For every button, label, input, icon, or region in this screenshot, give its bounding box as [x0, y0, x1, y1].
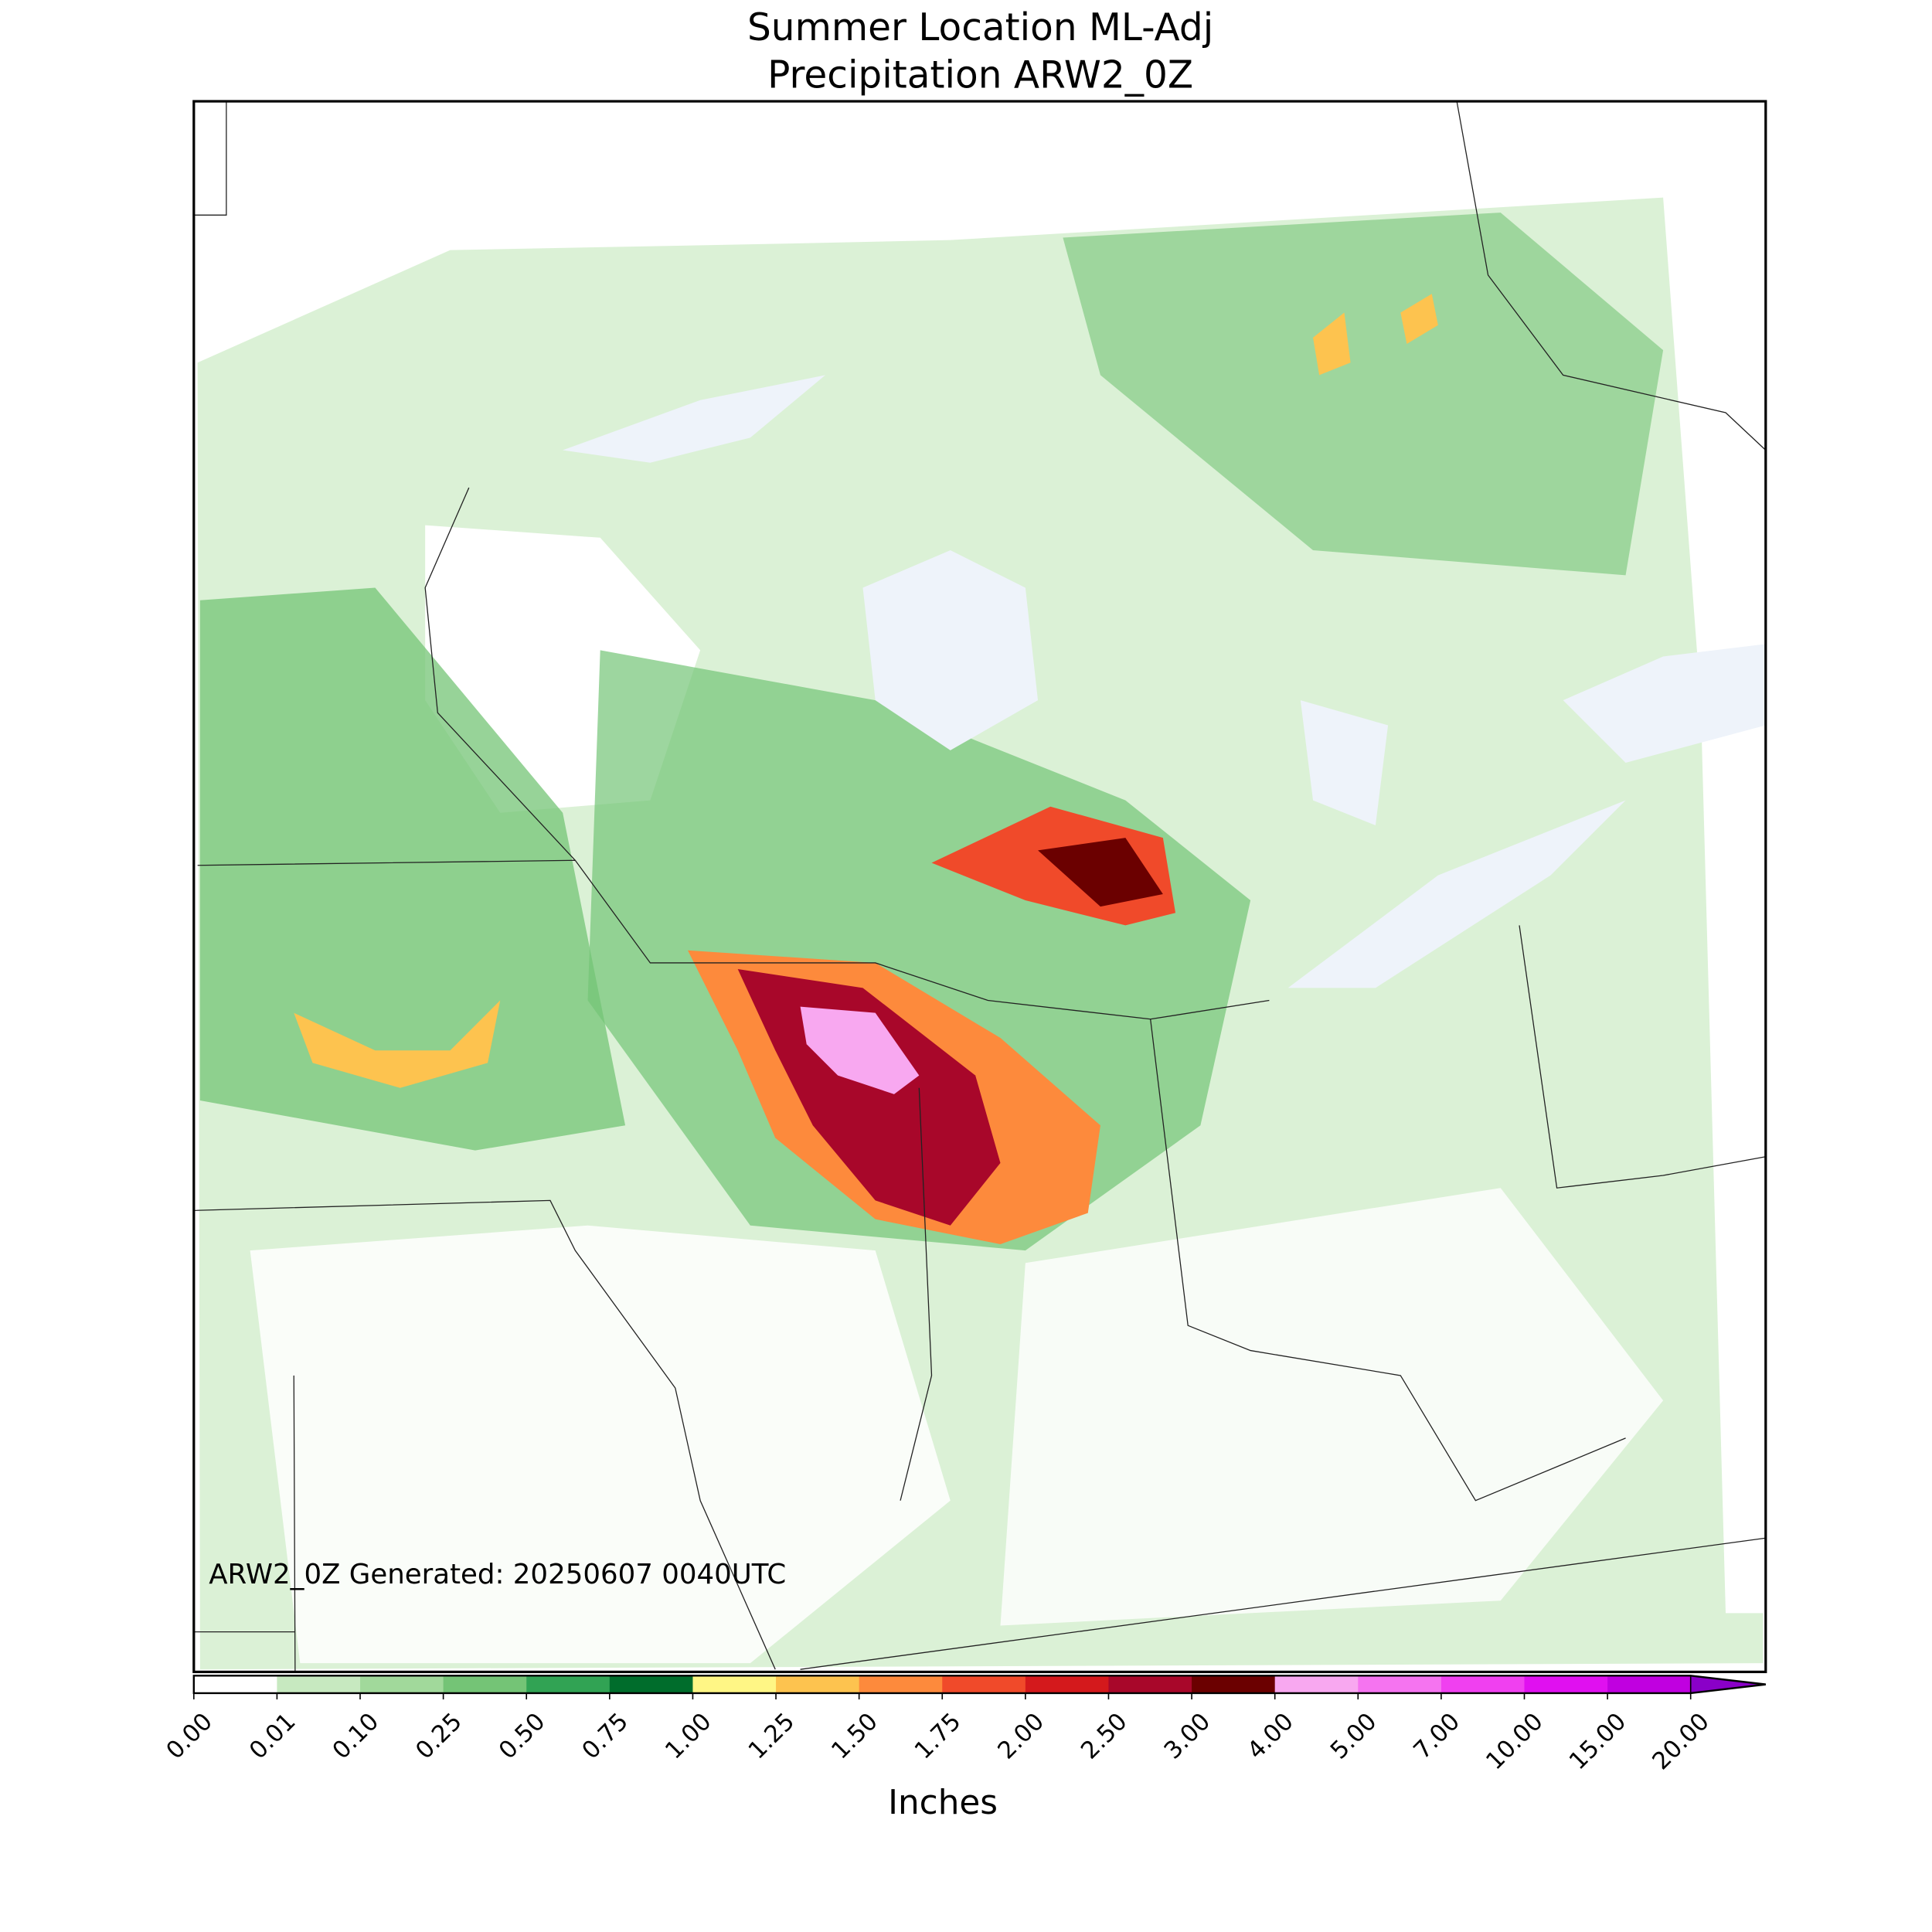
colorbar-tick-label: 2.50: [1076, 1708, 1133, 1765]
annotation: ARW2_0Z Generated: 20250607 0040UTC: [209, 1559, 786, 1590]
dry-area: [1000, 1188, 1664, 1626]
colorbar-tick-label: 1.25: [743, 1708, 800, 1765]
title-line: Precipitation ARW2_0Z: [767, 53, 1193, 97]
colorbar-box: [1274, 1675, 1359, 1693]
colorbar-tick-label: 1.75: [910, 1708, 967, 1765]
colorbar-box: [193, 1675, 278, 1693]
map-area: [193, 100, 1767, 1672]
colorbar-tick-label: 15.00: [1564, 1708, 1632, 1776]
lake: [1287, 644, 1766, 988]
colorbar-extension: [1689, 1675, 1766, 1694]
colorbar-box: [526, 1675, 611, 1693]
colorbar-tick-label: 7.00: [1408, 1708, 1465, 1765]
colorbar-box: [1025, 1675, 1110, 1693]
colorbar-box: [1607, 1675, 1692, 1693]
colorbar-box: [360, 1675, 444, 1693]
extreme-precip: [800, 1006, 920, 1094]
colorbar-tick-label: 0.10: [327, 1708, 384, 1765]
colorbar-box: [1192, 1675, 1276, 1693]
heavy-precip: [737, 969, 1001, 1226]
colorbar-tick-label: 20.00: [1647, 1708, 1715, 1776]
colorbar-label: Inches: [888, 1783, 998, 1822]
colorbar-tick-label: 0.75: [577, 1708, 634, 1765]
colorbar-tick-label: 0.50: [494, 1708, 551, 1765]
colorbar-tick-label: 4.00: [1242, 1708, 1299, 1765]
colorbar-box: [277, 1675, 361, 1693]
colorbar-tick-label: 0.00: [161, 1708, 218, 1765]
colorbar-box: [942, 1675, 1026, 1693]
colorbar-tick-label: 3.00: [1158, 1708, 1216, 1765]
colorbar-outline: [192, 1675, 1766, 1695]
colorbar-tick-label: 0.25: [410, 1708, 468, 1765]
heavy-precip: [294, 1000, 501, 1088]
boundaries: [193, 100, 1767, 1672]
heavy-precip: [1038, 838, 1163, 907]
colorbar-tick-label: 5.00: [1325, 1708, 1383, 1765]
colorbar-tick-label: 1.50: [826, 1708, 883, 1765]
colorbar-tick-label: 2.00: [992, 1708, 1049, 1765]
colorbar-box: [609, 1675, 694, 1693]
colorbar-box: [1524, 1675, 1608, 1693]
colorbar-tick-label: 10.00: [1481, 1708, 1549, 1776]
precip-band: [1063, 213, 1664, 576]
lake: [563, 375, 825, 463]
lake: [862, 549, 1039, 750]
colorbar-box: [443, 1675, 528, 1693]
colorbar-tick-label: 1.00: [660, 1708, 717, 1765]
colorbar: 0.00 0.01 0.10 0.25 0.50 0.75 1.00 1.25 1.50 1.75…: [161, 1675, 1766, 1775]
heavy-precip: [1313, 294, 1438, 376]
title-line: Summer Location ML-Adj: [747, 6, 1213, 49]
map-frame: [192, 100, 1767, 1674]
colorbar-tick-label: 0.01: [244, 1708, 301, 1765]
colorbar-box: [1440, 1675, 1526, 1693]
colorbar-box: [692, 1675, 777, 1693]
dry-area: [250, 1225, 951, 1664]
colorbar-box: [859, 1675, 944, 1693]
colorbar-box: [1358, 1675, 1442, 1693]
precip-band: [199, 587, 626, 1151]
precip-band: [587, 650, 1251, 1251]
colorbar-box: [1108, 1675, 1192, 1693]
colorbar-box: [776, 1675, 860, 1693]
